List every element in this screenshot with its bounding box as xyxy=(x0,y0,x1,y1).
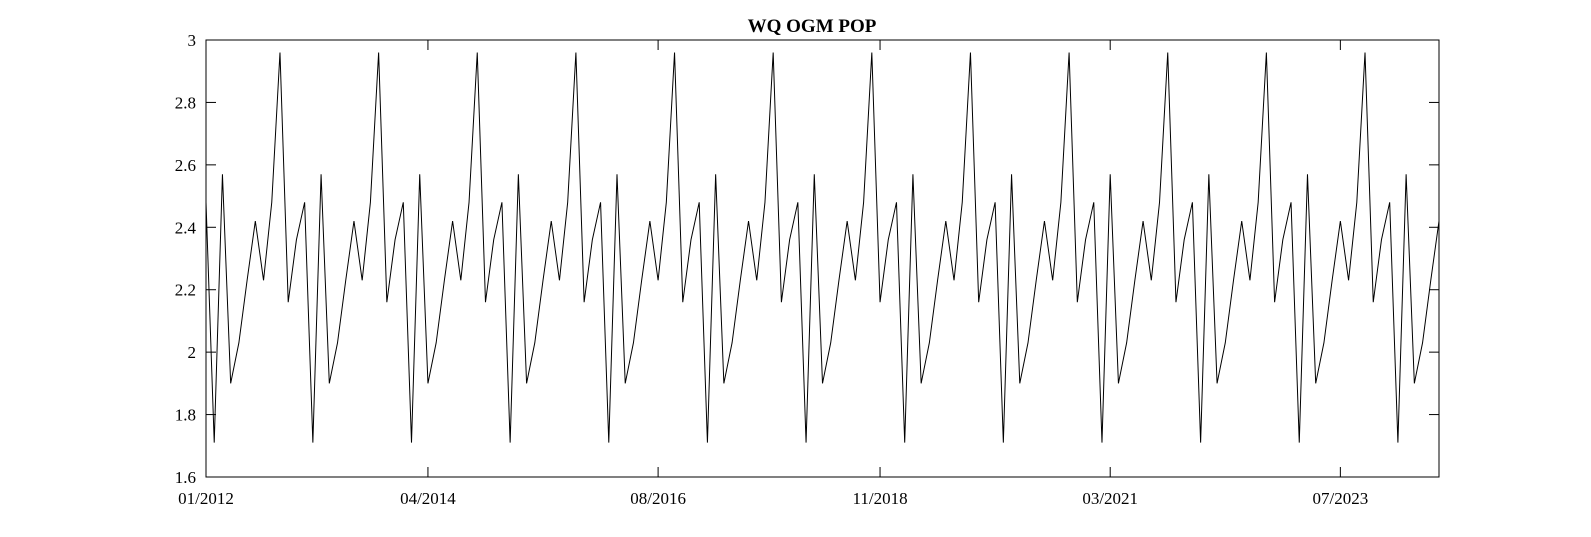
y-tick-label: 1.6 xyxy=(175,468,196,487)
y-tick-label: 3 xyxy=(188,31,197,50)
x-tick-label: 08/2016 xyxy=(630,489,686,508)
chart-title: WQ OGM POP xyxy=(748,16,877,37)
y-tick-label: 2.4 xyxy=(175,218,197,237)
axis-ticks xyxy=(205,39,1439,478)
series-line xyxy=(205,52,1440,443)
y-tick-label: 2.2 xyxy=(175,281,196,300)
x-tick-label: 01/2012 xyxy=(178,489,234,508)
x-tick-label: 04/2014 xyxy=(400,489,456,508)
y-tick-label: 2.8 xyxy=(175,93,196,112)
y-tick-label: 2 xyxy=(188,343,197,362)
y-tick-label: 1.8 xyxy=(175,406,196,425)
tick-labels: 1.6 1.8 2 2.2 2.4 2.6 2.8 3 01/2012 04/2014 08/201… xyxy=(175,31,1368,508)
x-tick-label: 03/2021 xyxy=(1082,489,1138,508)
x-tick-label: 11/2018 xyxy=(852,489,907,508)
y-tick-label: 2.6 xyxy=(175,156,196,175)
series-layer xyxy=(205,52,1440,443)
axes-box xyxy=(205,39,1440,478)
x-tick-label: 07/2023 xyxy=(1312,489,1368,508)
